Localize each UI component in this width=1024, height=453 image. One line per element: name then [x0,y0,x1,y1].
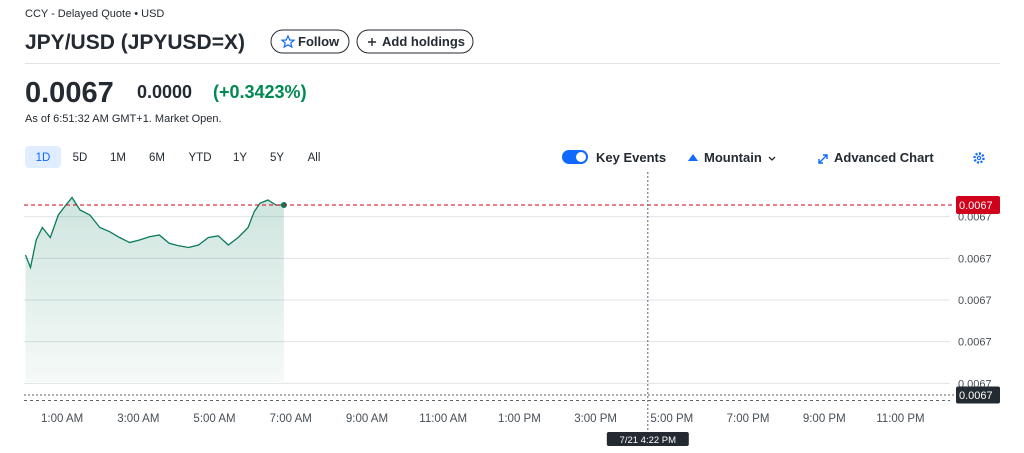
chart-style-label: Mountain [704,150,762,165]
crosshair-x-badge [606,432,689,446]
x-tick-label: 11:00 PM [876,413,924,425]
x-tick-label: 1:00 AM [41,413,83,425]
x-tick-label: 9:00 PM [803,413,846,425]
crosshair-y-label: 0.0067 [959,390,993,402]
add-holdings-label: Add holdings [382,34,465,49]
exchange-info: CCY - Delayed Quote • USD [25,8,164,20]
range-button[interactable]: 5D [73,152,88,164]
x-tick-label: 5:00 AM [193,413,235,425]
follow-button-frame [270,29,350,54]
x-tick-label: 3:00 AM [117,413,159,425]
price-line [24,196,284,270]
current-price-label: 0.0067 [959,200,993,212]
change-percent: (+0.3423%) [213,82,307,102]
y-tick-label: 0.0067 [958,212,992,224]
x-tick-label: 7:00 AM [270,413,312,425]
x-tick-label: 3:00 PM [574,413,617,425]
key-events-label: Key Events [596,150,666,165]
plus-icon [368,38,376,46]
range-label: 5Y [270,152,284,164]
follow-button[interactable]: Follow [270,29,350,54]
y-tick-label: 0.0067 [958,337,992,349]
range-button[interactable]: YTD [189,152,212,164]
current-price-badge [956,196,1000,214]
crosshair-x-label: 7/21 4:22 PM [620,435,677,446]
chevron-icon [768,156,776,161]
toggle-knob [576,152,586,162]
range-button[interactable]: All [308,152,321,164]
range-button[interactable]: 1M [110,152,126,164]
price: 0.0067 [25,77,114,109]
range-selected-bg [25,146,61,168]
x-tick-label: 5:00 PM [650,413,693,425]
x-tick-label: 9:00 AM [346,413,388,425]
settings-button[interactable] [973,152,985,164]
gear-outer [973,152,985,164]
range-button[interactable]: 6M [149,152,165,164]
range-label: 1Y [233,152,247,164]
x-tick-label: 1:00 PM [498,413,541,425]
follow-label: Follow [298,34,340,49]
mountain-icon [688,154,698,161]
range-label: YTD [189,152,212,164]
chart-style-menu[interactable]: Mountain [688,150,776,165]
range-label: 1M [110,152,126,164]
range-label: 5D [73,152,88,164]
as-of: As of 6:51:32 AM GMT+1. Market Open. [25,113,222,125]
expand-icon [818,154,828,164]
change: 0.0000 [137,82,192,102]
add-holdings-frame [356,29,474,54]
y-tick-label: 0.0067 [958,295,992,307]
advanced-chart-link[interactable]: Advanced Chart [818,150,934,165]
range-button[interactable]: 5Y [270,152,284,164]
crosshair-y-badge [956,386,1000,404]
range-label: All [308,152,321,164]
x-tick-label: 11:00 AM [419,413,467,425]
advanced-chart-label: Advanced Chart [834,150,934,165]
range-button[interactable]: 1D [25,146,61,168]
star-icon [280,34,296,49]
range-button[interactable]: 1Y [233,152,247,164]
y-tick-label: 0.0067 [958,253,992,265]
range-selector: 1D 5D 1M 6M YTD 1Y 5Y All [25,146,320,168]
mountain-area [25,197,284,382]
add-holdings-button[interactable]: Add holdings [356,29,474,54]
x-tick-label: 7:00 PM [727,413,770,425]
gear-inner [976,155,982,161]
range-label: 6M [149,152,165,164]
title: JPY/USD (JPYUSD=X) [25,31,245,54]
range-label: 1D [36,152,51,164]
key-events-toggle[interactable]: Key Events [562,150,666,165]
